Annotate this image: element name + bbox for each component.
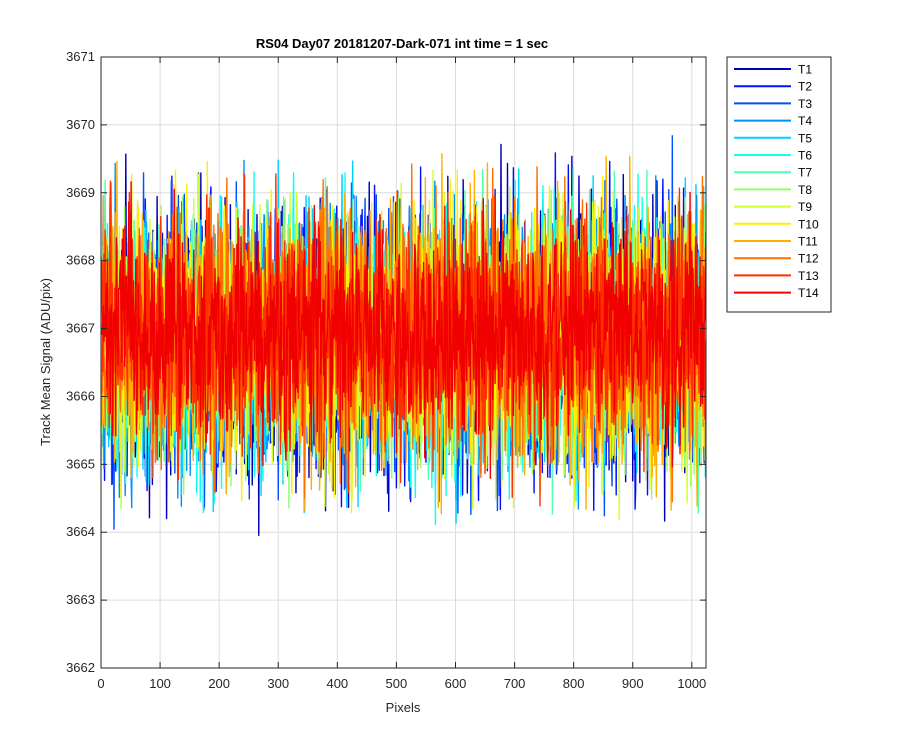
legend-label-t5: T5	[798, 131, 812, 145]
x-tick-label: 900	[622, 676, 644, 691]
y-tick-label: 3670	[66, 117, 95, 132]
series-lines	[101, 135, 706, 537]
plot-frame	[100, 56, 707, 669]
x-tick-label: 200	[208, 676, 230, 691]
x-tick-label: 1000	[677, 676, 706, 691]
legend-label-t14: T14	[798, 286, 819, 300]
legend-label-t4: T4	[798, 114, 812, 128]
legend-label-t7: T7	[798, 166, 812, 180]
y-tick-label: 3668	[66, 253, 95, 268]
axis-ticks	[100, 56, 706, 669]
legend-label-t3: T3	[798, 97, 812, 111]
y-tick-label: 3667	[66, 321, 95, 336]
y-tick-label: 3669	[66, 185, 95, 200]
legend-label-t2: T2	[798, 80, 812, 94]
legend-label-t10: T10	[798, 217, 819, 231]
series-line-t14	[101, 181, 706, 479]
legend: T1 T2 T3 T4 T5 T6 T7 T8 T9 T10 T11 T12 T13 T14	[726, 56, 832, 313]
y-axis-label: Track Mean Signal (ADU/pix)	[38, 278, 53, 446]
legend-label-t1: T1	[798, 63, 812, 77]
x-tick-label: 0	[97, 676, 104, 691]
legend-label-t11: T11	[798, 235, 818, 249]
y-tick-label: 3662	[66, 660, 95, 675]
x-tick-label: 800	[563, 676, 585, 691]
x-tick-label: 400	[326, 676, 348, 691]
x-tick-labels: 0 100 200 300 400 500 600 700 800 900 1000	[97, 676, 706, 691]
y-tick-label: 3671	[66, 49, 95, 64]
legend-label-t13: T13	[798, 269, 819, 283]
y-tick-label: 3664	[66, 524, 95, 539]
legend-label-t8: T8	[798, 183, 812, 197]
legend-box	[726, 56, 832, 313]
y-tick-label: 3663	[66, 592, 95, 607]
x-tick-label: 300	[267, 676, 289, 691]
legend-entries: T1 T2 T3 T4 T5 T6 T7 T8 T9 T10 T11 T12 T13 T14	[734, 63, 819, 300]
x-tick-label: 700	[504, 676, 526, 691]
plot-area	[100, 56, 707, 669]
y-tick-labels: 3662 3663 3664 3665 3666 3667 3668 3669 3670 3671	[66, 49, 95, 675]
y-tick-label: 3666	[66, 388, 95, 403]
x-axis-label: Pixels	[386, 700, 421, 715]
chart-title: RS04 Day07 20181207-Dark-071 int time = …	[256, 36, 548, 51]
x-tick-label: 600	[445, 676, 467, 691]
legend-label-t9: T9	[798, 200, 812, 214]
x-tick-label: 500	[386, 676, 408, 691]
x-tick-label: 100	[149, 676, 171, 691]
legend-label-t6: T6	[798, 149, 812, 163]
y-tick-label: 3665	[66, 456, 95, 471]
legend-label-t12: T12	[798, 252, 819, 266]
